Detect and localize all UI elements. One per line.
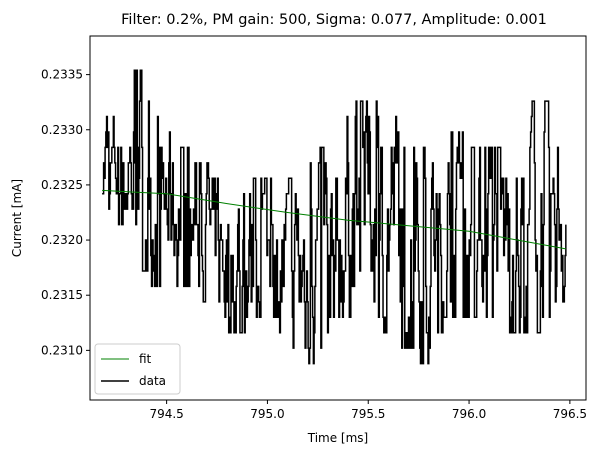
y-tick-label: 0.2325 <box>41 178 83 192</box>
legend-box <box>94 343 181 395</box>
y-tick-label: 0.2320 <box>41 233 83 247</box>
legend-label-fit: fit <box>139 352 152 366</box>
x-tick-label: 795.0 <box>250 407 284 421</box>
data-series-line <box>102 69 567 365</box>
y-tick-label: 0.2330 <box>41 123 83 137</box>
x-axis-label: Time [ms] <box>307 431 369 445</box>
fit-series-line <box>102 189 566 250</box>
legend: fit data <box>94 343 181 395</box>
x-axis: 794.5 795.0 795.5 796.0 796.5 <box>149 400 587 421</box>
x-tick-label: 794.5 <box>149 407 183 421</box>
x-tick-label: 795.5 <box>351 407 385 421</box>
x-tick-label: 796.0 <box>452 407 486 421</box>
chart-title: Filter: 0.2%, PM gain: 500, Sigma: 0.077… <box>121 12 547 28</box>
y-tick-label: 0.2335 <box>41 68 83 82</box>
x-tick-label: 796.5 <box>553 407 587 421</box>
plot-frame <box>89 35 587 401</box>
legend-label-data: data <box>139 374 166 388</box>
plot-area <box>102 69 567 365</box>
y-tick-label: 0.2315 <box>41 288 83 302</box>
y-axis: 0.2310 0.2315 0.2320 0.2325 0.2330 0.2335 <box>41 68 90 357</box>
y-tick-label: 0.2310 <box>41 343 83 357</box>
y-axis-label: Current [mA] <box>10 179 24 257</box>
